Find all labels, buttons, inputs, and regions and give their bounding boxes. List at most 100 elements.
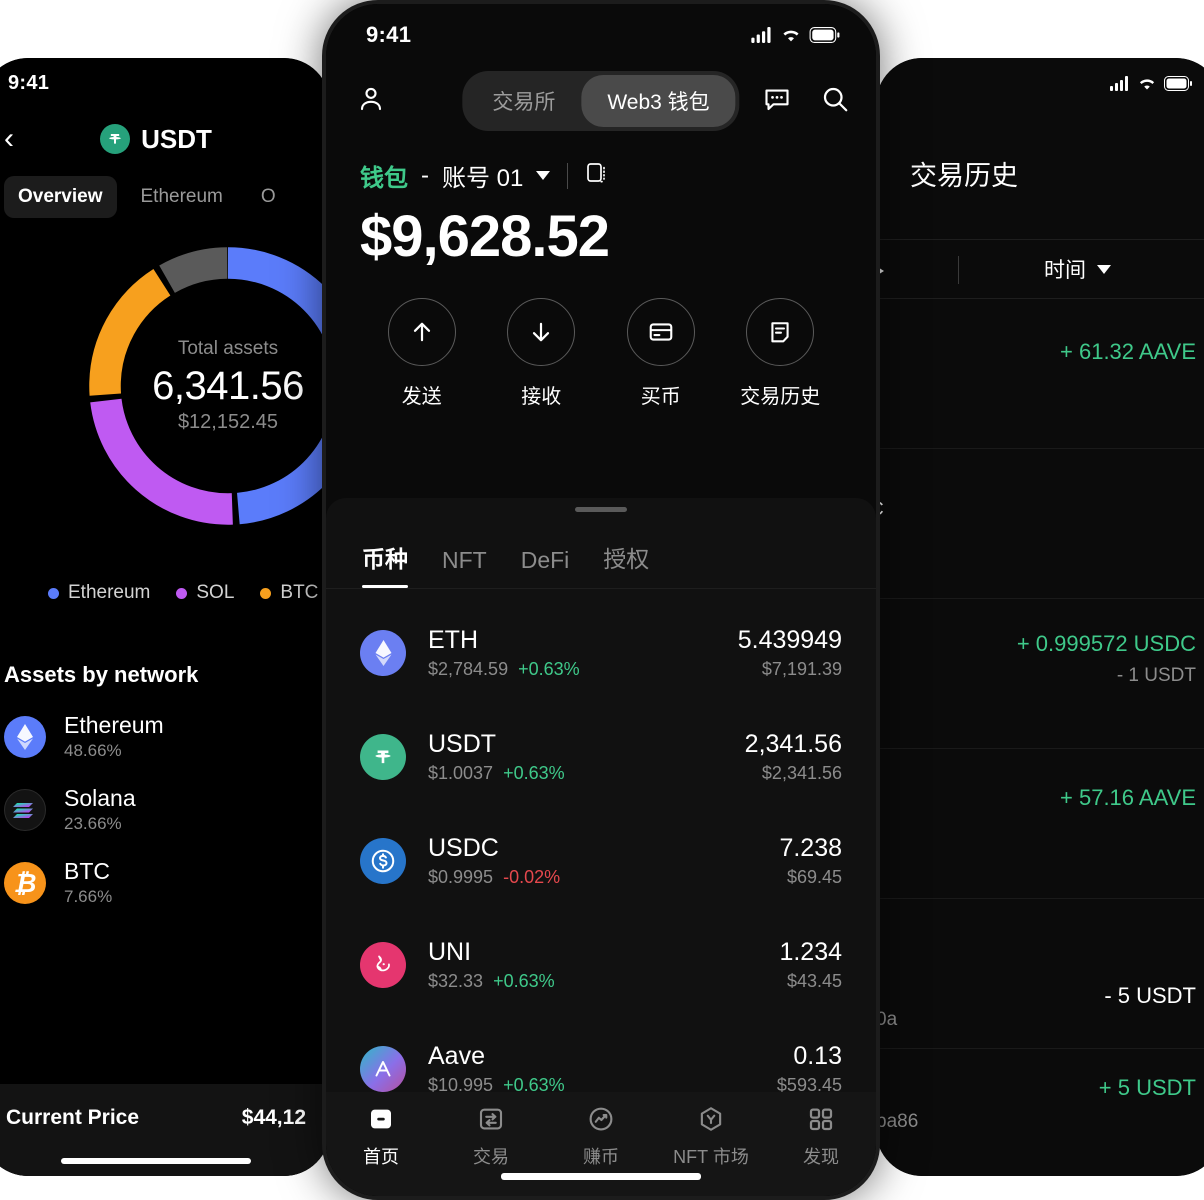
tab-ethereum[interactable]: Ethereum — [140, 186, 223, 207]
token-change: +0.63% — [503, 763, 565, 783]
assets-bottom-sheet: 币种 NFT DeFi 授权 ETH $2,784.59 — [326, 498, 876, 1196]
cellular-icon — [1110, 75, 1128, 91]
list-item[interactable]: USDC $0.9995 -0.02% 7.238 $69.45 — [326, 809, 876, 913]
wallet-selector[interactable]: 钱包 - 账号 01 — [326, 136, 876, 193]
solana-icon — [4, 788, 46, 831]
token-change: +0.63% — [493, 971, 555, 991]
token-info: USDC $0.9995 -0.02% — [428, 834, 779, 888]
tab-approvals[interactable]: 授权 — [603, 546, 650, 572]
left-top-bar: ‹ USDT — [0, 108, 330, 170]
filter-time[interactable]: 时间 — [1044, 254, 1111, 284]
segment-web3-wallet[interactable]: Web3 钱包 — [581, 75, 736, 127]
chat-bubble-icon[interactable] — [762, 84, 792, 119]
table-row[interactable]: + 5 USDT ba86 — [876, 1049, 1204, 1176]
swap-icon — [479, 1108, 503, 1130]
wallet-name: 钱包 — [360, 165, 408, 192]
legend-item-btc: BTC — [260, 582, 318, 604]
token-value: $2,341.56 — [761, 763, 842, 783]
filter-time-label: 时间 — [1044, 259, 1086, 282]
table-row[interactable]: + 0.999572 USDC - 1 USDT — [876, 599, 1204, 749]
ethereum-icon — [360, 630, 406, 676]
donut-sub-value: $12,152.45 — [177, 411, 279, 433]
token-price-row: $10.995 +0.63% — [428, 1075, 777, 1092]
action-receive[interactable]: 接收 — [482, 298, 602, 409]
left-tab-strip: Overview Ethereum O — [0, 170, 330, 218]
current-price-bar: Current Price $44,12 — [0, 1084, 330, 1176]
action-buy-crypto[interactable]: 买币 — [601, 298, 721, 409]
token-holdings: 0.13 $593.45 — [777, 1042, 842, 1092]
list-item[interactable]: Aave $10.995 +0.63% 0.13 $593.45 — [326, 1017, 876, 1092]
legend-dot-icon — [48, 587, 59, 599]
token-quantity: 1.234 — [779, 938, 842, 966]
tabbar-label: 发现 — [803, 1147, 839, 1167]
action-transaction-history[interactable]: 交易历史 — [721, 298, 841, 409]
list-item[interactable]: UNI $32.33 +0.63% 1.234 $43.45 — [326, 913, 876, 1017]
token-price-row: $32.33 +0.63% — [428, 971, 779, 992]
back-button[interactable]: ‹ — [4, 122, 14, 155]
legend-label: BTC — [280, 582, 319, 603]
token-change: +0.63% — [503, 1075, 565, 1092]
tabbar-item-trade[interactable]: 交易 — [436, 1104, 546, 1169]
chevron-down-icon[interactable] — [536, 171, 551, 180]
wifi-icon — [783, 30, 799, 42]
aave-icon — [360, 1046, 406, 1092]
left-phone-screen: 9:41 ‹ USDT Overview Ethereum O — [0, 58, 330, 1176]
copy-icon[interactable] — [585, 160, 609, 191]
table-row[interactable]: + 61.32 AAVE — [876, 299, 1204, 449]
bottom-tab-bar: 首页 交易 — [326, 1092, 876, 1196]
tabbar-item-earn[interactable]: 赚币 — [546, 1104, 656, 1169]
wallet-balance: $9,628.52 — [360, 204, 610, 269]
legend-label: SOL — [196, 582, 235, 603]
uniswap-icon — [360, 942, 406, 988]
tabbar-item-nft-market[interactable]: NFT 市场 — [656, 1104, 766, 1169]
right-status-bar — [876, 58, 1204, 108]
token-list[interactable]: ETH $2,784.59 +0.63% 5.439949 $7,191.39 — [326, 601, 876, 1092]
tabbar-label: 交易 — [473, 1147, 509, 1167]
tab-other[interactable]: O — [260, 186, 276, 207]
sheet-drag-handle[interactable] — [575, 507, 627, 512]
token-price: $10.995 — [428, 1075, 494, 1092]
tab-overview[interactable]: Overview — [4, 176, 117, 218]
segment-exchange[interactable]: 交易所 — [492, 91, 556, 114]
divider — [567, 162, 569, 189]
chart-legend: Ethereum SOL BTC — [0, 566, 330, 604]
document-icon — [746, 298, 815, 366]
token-value: $593.45 — [776, 1075, 842, 1092]
quick-actions: 发送 接收 买币 交易 — [326, 270, 876, 409]
chevron-down-icon — [1097, 264, 1111, 274]
right-phone-screen: 交易历史 时间 + 61.32 AAVE C + 0.999572 USDC -… — [876, 58, 1204, 1176]
assets-by-network-heading: Assets by network — [4, 662, 199, 687]
tab-tokens[interactable]: 币种 — [362, 540, 408, 588]
token-value: $43.45 — [786, 971, 842, 991]
token-info: UNI $32.33 +0.63% — [428, 938, 779, 992]
network-row-ethereum[interactable]: Ethereum 48.66% — [0, 688, 330, 761]
status-icons — [751, 27, 840, 43]
battery-icon — [809, 27, 840, 43]
token-price: $1.0037 — [428, 763, 494, 783]
table-row[interactable]: - 5 USDT 0a — [876, 899, 1204, 1049]
tx-amount: + 57.16 AAVE — [1060, 785, 1196, 810]
home-indicator — [501, 1173, 701, 1180]
table-row[interactable]: C — [876, 449, 1204, 599]
tab-nft[interactable]: NFT — [442, 547, 487, 573]
tabbar-item-home[interactable]: 首页 — [326, 1104, 436, 1169]
token-change: +0.63% — [518, 659, 580, 679]
list-item[interactable]: USDT $1.0037 +0.63% 2,341.56 $2,341.56 — [326, 705, 876, 809]
network-percent: 23.66% — [64, 814, 122, 833]
person-icon[interactable] — [356, 84, 386, 119]
tabbar-item-discover[interactable]: 发现 — [766, 1104, 876, 1169]
action-send[interactable]: 发送 — [362, 298, 482, 409]
chevron-left-partial-icon[interactable] — [876, 266, 884, 276]
network-row-btc[interactable]: ₿ BTC 7.66% — [0, 834, 330, 907]
list-item[interactable]: ETH $2,784.59 +0.63% 5.439949 $7,191.39 — [326, 601, 876, 705]
search-icon[interactable] — [820, 84, 850, 119]
network-row-solana[interactable]: Solana 23.66% — [0, 761, 330, 834]
token-change: -0.02% — [503, 867, 561, 887]
table-row[interactable]: + 57.16 AAVE — [876, 749, 1204, 899]
center-nav-bar: 交易所 Web3 钱包 — [326, 66, 876, 136]
token-price-row: $0.9995 -0.02% — [428, 867, 779, 888]
tab-defi[interactable]: DeFi — [520, 547, 570, 573]
legend-item-ethereum: Ethereum — [48, 582, 150, 604]
center-phone-screen: 9:41 交易所 Web3 钱包 — [326, 4, 876, 1196]
token-symbol: UNI — [428, 938, 472, 966]
